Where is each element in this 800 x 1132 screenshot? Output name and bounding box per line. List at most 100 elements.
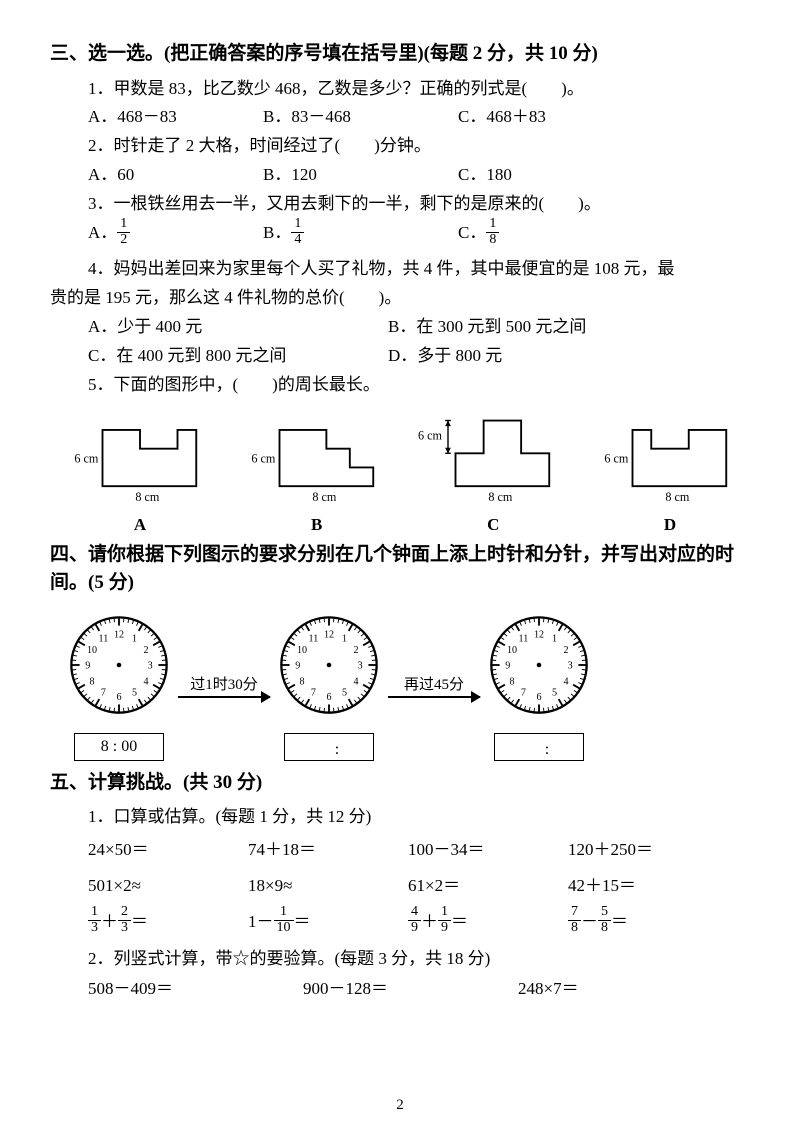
calc-r2-1: 18×9≈ <box>248 868 408 904</box>
calc-r3-0: 13＋23＝ <box>88 904 248 940</box>
calc-r1-1: 74＋18＝ <box>248 832 408 868</box>
time-3: : <box>494 733 584 761</box>
q3-3: 3．一根铁丝用去一半，又用去剩下的一半，剩下的是原来的( )。 <box>88 190 750 219</box>
arrow-2: 再过45分 <box>384 673 484 698</box>
svg-text:6: 6 <box>326 692 331 703</box>
svg-text:7: 7 <box>521 687 526 698</box>
calc-p2-row: 508－409＝ 900－128＝ 248×7＝ <box>88 974 750 1005</box>
clock-2: 121234567891011 : <box>274 610 384 761</box>
svg-text:5: 5 <box>342 687 347 698</box>
svg-text:11: 11 <box>309 633 319 644</box>
q3-2-opts: A．60 B．120 C．180 <box>88 161 750 190</box>
calc-r2-0: 501×2≈ <box>88 868 248 904</box>
svg-text:1: 1 <box>342 633 347 644</box>
q3-5: 5．下面的图形中，( )的周长最长。 <box>88 371 750 400</box>
q3-4-A: A．少于 400 元 <box>88 313 388 342</box>
time-2: : <box>284 733 374 761</box>
calc-r3-1: 1－110＝ <box>248 904 408 940</box>
svg-text:8 cm: 8 cm <box>135 490 160 504</box>
svg-text:4: 4 <box>353 676 358 687</box>
svg-text:8: 8 <box>299 676 304 687</box>
time-1: 8 : 00 <box>74 733 164 761</box>
svg-text:7: 7 <box>311 687 316 698</box>
svg-text:5: 5 <box>132 687 137 698</box>
shape-B: 6 cm 8 cm B <box>237 408 397 535</box>
svg-text:10: 10 <box>297 645 307 656</box>
svg-text:1: 1 <box>132 633 137 644</box>
svg-text:9: 9 <box>295 660 300 671</box>
arrow-1: 过1时30分 <box>174 673 274 698</box>
svg-text:11: 11 <box>519 633 529 644</box>
svg-text:2: 2 <box>143 645 148 656</box>
calc-r2-3: 42＋15＝ <box>568 868 728 904</box>
q3-4-opts-ab: A．少于 400 元 B．在 300 元到 500 元之间 <box>88 313 750 342</box>
svg-text:6 cm: 6 cm <box>604 451 629 465</box>
clock-3: 121234567891011 : <box>484 610 594 761</box>
q3-3-C: C．18 <box>458 219 618 249</box>
svg-text:12: 12 <box>534 629 544 640</box>
calc-r1-2: 100－34＝ <box>408 832 568 868</box>
calc-r1-0: 24×50＝ <box>88 832 248 868</box>
section5-title: 五、计算挑战。(共 30 分) <box>50 769 750 798</box>
svg-text:8 cm: 8 cm <box>665 490 690 504</box>
clock-1-svg: 121234567891011 <box>64 610 174 720</box>
p2-1: 900－128＝ <box>303 974 518 1005</box>
svg-text:10: 10 <box>507 645 517 656</box>
q3-4-l2: 贵的是 195 元，那么这 4 件礼物的总价( )。 <box>50 284 750 313</box>
svg-text:12: 12 <box>114 629 124 640</box>
svg-text:8 cm: 8 cm <box>312 490 337 504</box>
q3-1-opts: A．468－83 B．83－468 C．468＋83 <box>88 103 750 132</box>
svg-text:5: 5 <box>552 687 557 698</box>
s5-p1-title: 1．口算或估算。(每题 1 分，共 12 分) <box>88 803 750 832</box>
section3-title: 三、选一选。(把正确答案的序号填在括号里)(每题 2 分，共 10 分) <box>50 40 750 69</box>
svg-text:12: 12 <box>324 629 334 640</box>
q3-2-A: A．60 <box>88 161 263 190</box>
q3-4-B: B．在 300 元到 500 元之间 <box>388 313 586 342</box>
shape-A: 6 cm 8 cm A <box>60 408 220 535</box>
clocks-row: 121234567891011 8 : 00 过1时30分 1212345678… <box>64 610 750 761</box>
s5-p2-title: 2．列竖式计算，带☆的要验算。(每题 3 分，共 18 分) <box>88 945 750 974</box>
q3-4-opts-cd: C．在 400 元到 800 元之间 D．多于 800 元 <box>88 342 750 371</box>
q3-3-opts: A．12 B．14 C．18 <box>88 219 750 249</box>
svg-text:10: 10 <box>87 645 97 656</box>
calc-r3-2: 49＋19＝ <box>408 904 568 940</box>
q3-2-B: B．120 <box>263 161 458 190</box>
clock-2-svg: 121234567891011 <box>274 610 384 720</box>
q3-4-D: D．多于 800 元 <box>388 342 502 371</box>
page-number: 2 <box>0 1097 800 1114</box>
shapes-row: 6 cm 8 cm A 6 cm 8 cm B 6 cm 8 cm C 6 c <box>60 408 750 535</box>
shape-C: 6 cm 8 cm C <box>413 408 573 535</box>
calc-r1-3: 120＋250＝ <box>568 832 728 868</box>
svg-text:1: 1 <box>552 633 557 644</box>
svg-text:7: 7 <box>101 687 106 698</box>
calc-r3: 13＋23＝ 1－110＝ 49＋19＝ 78－58＝ <box>88 904 750 940</box>
svg-text:3: 3 <box>148 660 153 671</box>
section4-title: 四、请你根据下列图示的要求分别在几个钟面上添上时针和分针，并写出对应的时间。(5… <box>50 541 750 598</box>
clock-1: 121234567891011 8 : 00 <box>64 610 174 761</box>
q3-4-l1: 4．妈妈出差回来为家里每个人买了礼物，共 4 件，其中最便宜的是 108 元，最 <box>88 255 750 284</box>
shape-D: 6 cm 8 cm D <box>590 408 750 535</box>
svg-text:8: 8 <box>509 676 514 687</box>
q3-4-C: C．在 400 元到 800 元之间 <box>88 342 388 371</box>
svg-text:6: 6 <box>116 692 121 703</box>
calc-r2-2: 61×2＝ <box>408 868 568 904</box>
svg-text:4: 4 <box>563 676 568 687</box>
svg-text:6 cm: 6 cm <box>74 451 99 465</box>
svg-text:6 cm: 6 cm <box>418 428 443 442</box>
svg-text:8 cm: 8 cm <box>489 490 514 504</box>
calc-r2: 501×2≈ 18×9≈ 61×2＝ 42＋15＝ <box>88 868 750 904</box>
svg-text:8: 8 <box>89 676 94 687</box>
svg-text:11: 11 <box>99 633 109 644</box>
svg-text:6 cm: 6 cm <box>251 451 276 465</box>
p2-0: 508－409＝ <box>88 974 303 1005</box>
calc-r1: 24×50＝ 74＋18＝ 100－34＝ 120＋250＝ <box>88 832 750 868</box>
svg-text:2: 2 <box>353 645 358 656</box>
svg-text:4: 4 <box>143 676 148 687</box>
q3-1-C: C．468＋83 <box>458 103 618 132</box>
q3-1-A: A．468－83 <box>88 103 263 132</box>
q3-2-C: C．180 <box>458 161 618 190</box>
svg-text:6: 6 <box>536 692 541 703</box>
calc-r3-3: 78－58＝ <box>568 904 728 940</box>
svg-text:9: 9 <box>505 660 510 671</box>
p2-2: 248×7＝ <box>518 974 733 1005</box>
